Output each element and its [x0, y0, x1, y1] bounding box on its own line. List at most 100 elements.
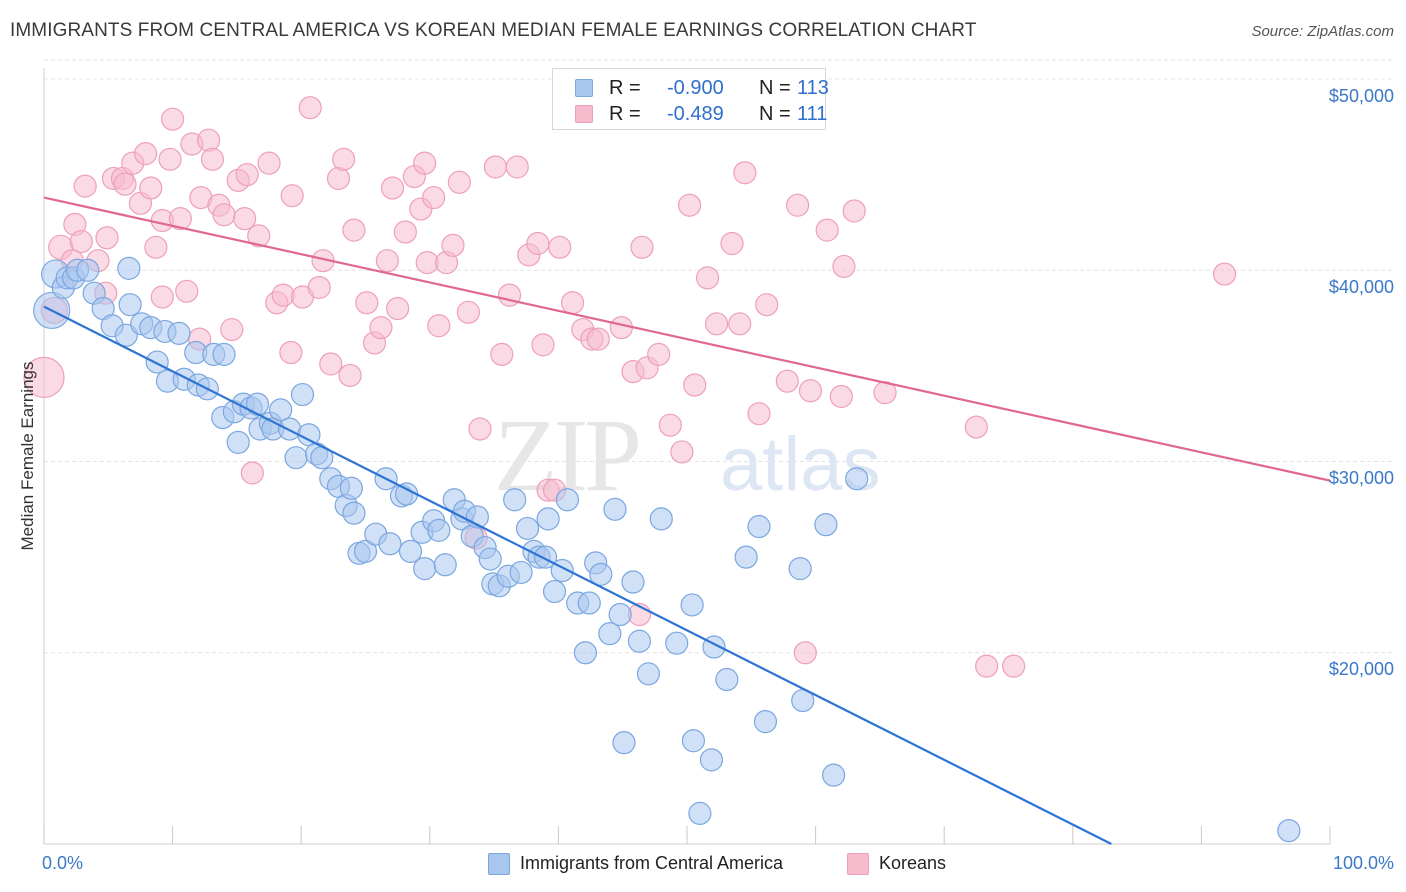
korean-point — [1002, 654, 1026, 678]
korean-point — [133, 141, 158, 166]
x-tick-label-left: 0.0% — [42, 853, 84, 873]
koreans-trend-line — [43, 196, 1331, 482]
central-america-point — [145, 350, 169, 374]
korean-point — [733, 161, 757, 185]
central-america-point — [269, 398, 293, 422]
legend-label: Immigrants from Central America — [520, 853, 784, 873]
korean-point — [586, 327, 610, 351]
korean-point — [670, 440, 694, 464]
y-tick-label: $20,000 — [1328, 659, 1394, 679]
source-label: Source: ZipAtlas.com — [1251, 23, 1394, 40]
korean-point — [775, 369, 799, 393]
central-america-point — [117, 256, 141, 280]
central-america-point — [515, 516, 540, 541]
korean-point — [338, 363, 362, 388]
central-america-point — [536, 507, 560, 531]
central-america-point — [589, 562, 613, 586]
korean-point — [144, 235, 168, 259]
central-america-point — [413, 556, 437, 581]
central-america-point — [688, 801, 712, 826]
korean-point — [704, 312, 729, 336]
korean-point — [69, 229, 93, 254]
central-america-point — [478, 547, 502, 571]
central-america-point — [788, 556, 812, 581]
korean-point — [271, 283, 295, 307]
legend-r-label: R = — [609, 103, 641, 125]
korean-point — [150, 285, 174, 309]
korean-point — [609, 316, 634, 340]
legend-r-label: R = — [609, 77, 641, 99]
korean-point — [212, 203, 236, 227]
korean-point — [375, 249, 399, 273]
central-america-point — [598, 622, 622, 646]
korean-point — [815, 218, 839, 242]
korean-point — [505, 155, 529, 179]
legend-label: Koreans — [879, 853, 947, 873]
legend-n-value: 113 — [797, 77, 829, 99]
korean-point — [307, 275, 331, 300]
correlation-legend: R = -0.900 N = 113 R = -0.489 N = 111 — [552, 68, 829, 130]
korean-point — [683, 373, 707, 397]
korean-point — [483, 155, 507, 179]
central-america-point — [621, 570, 645, 594]
central-america-point — [608, 602, 632, 627]
korean-point — [447, 170, 471, 194]
koreans-points — [23, 96, 1237, 678]
korean-point — [468, 417, 492, 441]
korean-point — [240, 461, 264, 485]
central-america-point — [681, 729, 706, 753]
korean-point — [413, 151, 437, 175]
central-america-points — [33, 256, 1301, 843]
central-america-point — [699, 748, 724, 772]
korean-point — [832, 254, 856, 279]
central-america-point — [342, 501, 366, 525]
gridlines — [44, 59, 1392, 654]
korean-point — [23, 356, 65, 398]
korean-point — [526, 231, 550, 256]
korean-point — [197, 128, 221, 152]
legend-swatch-pink — [847, 853, 869, 875]
central-america-point — [378, 532, 402, 556]
central-america-point — [427, 518, 451, 542]
korean-point — [1212, 262, 1237, 286]
korean-point — [964, 415, 988, 439]
korean-point — [695, 266, 720, 290]
x-tick-label-right: 100.0% — [1332, 853, 1394, 873]
korean-point — [427, 314, 451, 338]
trend-lines — [43, 196, 1331, 845]
axes — [43, 68, 1331, 845]
central-america-trend-line — [43, 305, 1112, 845]
central-america-point — [649, 507, 673, 531]
korean-point — [630, 235, 654, 259]
korean-point — [441, 233, 465, 257]
central-america-point — [503, 488, 527, 512]
korean-point — [175, 279, 199, 303]
chart-title: IMMIGRANTS FROM CENTRAL AMERICA VS KOREA… — [10, 20, 977, 41]
central-america-point — [555, 488, 580, 512]
korean-point — [393, 220, 417, 244]
central-america-point — [1277, 819, 1301, 843]
central-america-point — [433, 553, 457, 577]
korean-point — [647, 342, 671, 366]
korean-point — [139, 176, 163, 200]
central-america-point — [278, 417, 302, 441]
korean-point — [975, 654, 999, 678]
korean-point — [257, 151, 281, 175]
central-america-point — [245, 392, 270, 416]
central-america-point — [845, 467, 869, 491]
central-america-point — [577, 591, 601, 615]
central-america-point — [290, 382, 315, 407]
central-america-point — [636, 662, 661, 686]
korean-point — [380, 176, 405, 200]
korean-point — [793, 641, 817, 665]
y-tick-label: $30,000 — [1328, 468, 1394, 488]
legend-r-value: -0.489 — [667, 103, 724, 125]
central-america-point — [612, 731, 636, 755]
legend-swatch-pink — [575, 105, 593, 123]
korean-point — [677, 193, 702, 217]
y-tick-label: $40,000 — [1328, 277, 1394, 297]
central-america-point — [753, 709, 778, 734]
central-america-point — [76, 258, 100, 282]
korean-point — [747, 402, 771, 426]
